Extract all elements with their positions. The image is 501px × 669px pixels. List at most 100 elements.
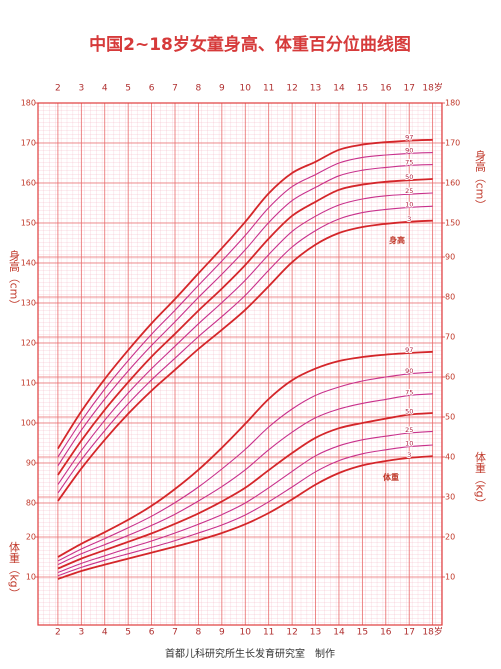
percentile-curve: [57, 164, 433, 467]
percentile-curve: [57, 219, 433, 502]
curve-label: 25: [405, 426, 413, 434]
percentile-curve: [57, 444, 433, 577]
percentile-curve: [57, 152, 433, 458]
y-tick-label: 110: [21, 379, 36, 388]
x-tick-label: 3: [78, 84, 84, 94]
y-tick-label: 20: [26, 533, 36, 542]
percentile-curve: [57, 455, 433, 580]
curve-label: 97: [405, 134, 413, 142]
x-tick-label: 18岁: [422, 626, 442, 638]
x-tick-label: 5: [125, 84, 131, 94]
percentile-curve: [57, 350, 433, 558]
x-tick-label: 12: [286, 628, 297, 638]
x-tick-label: 17: [403, 84, 414, 94]
y-tick-label: 80: [445, 293, 455, 302]
axis-label: 体重（kg）: [474, 450, 487, 509]
x-tick-label: 10: [240, 628, 252, 638]
curve-label: 90: [405, 367, 413, 375]
footer: 首都儿科研究所生长发育研究室 制作: [165, 647, 335, 660]
axis-label: 身高（cm）: [474, 148, 487, 210]
curve-label: 90: [405, 146, 413, 154]
y-tick-label: 140: [21, 259, 36, 268]
x-tick-label: 3: [78, 628, 84, 638]
curve-label: 75: [405, 388, 413, 396]
y-tick-label: 170: [21, 139, 36, 148]
y-tick-label: 50: [445, 413, 455, 422]
y-tick-label: 90: [445, 253, 455, 262]
x-tick-label: 13: [310, 628, 321, 638]
axis-label: 身高（cm）: [8, 248, 21, 310]
x-tick-label: 6: [149, 84, 155, 94]
y-tick-label: 40: [445, 453, 455, 462]
x-tick-label: 6: [149, 628, 155, 638]
x-tick-label: 9: [219, 628, 225, 638]
curve-label: 75: [405, 158, 413, 166]
x-tick-label: 18岁: [422, 82, 442, 94]
y-tick-label: 80: [26, 499, 36, 508]
x-tick-label: 2: [55, 84, 61, 94]
percentile-curve: [57, 138, 433, 450]
percentile-curve: [57, 430, 433, 574]
y-tick-label: 180: [445, 99, 460, 108]
chart-title: 中国2~18岁女童身高、体重百分位曲线图: [89, 34, 411, 55]
percentile-curve: [57, 412, 433, 570]
x-tick-label: 9: [219, 84, 225, 94]
y-tick-label: 120: [21, 339, 36, 348]
annotation: 体重: [383, 472, 399, 482]
x-tick-label: 4: [102, 84, 108, 94]
x-tick-label: 7: [172, 628, 178, 638]
annotation: 身高: [389, 235, 405, 245]
y-tick-label: 70: [445, 333, 455, 342]
curves: 3 10 25 50 75 90 97 3 10 25 50 75 90 97: [57, 133, 433, 580]
x-tick-label: 16: [380, 84, 392, 94]
percentile-curve: [57, 393, 433, 566]
y-tick-label: 160: [445, 179, 460, 188]
curve-label: 3: [407, 451, 411, 459]
x-tick-label: 12: [286, 84, 297, 94]
curve-label: 25: [405, 187, 413, 195]
percentile-curve: [57, 192, 433, 485]
x-tick-label: 17: [403, 628, 414, 638]
x-tick-label: 16: [380, 628, 392, 638]
y-tick-label: 160: [21, 179, 36, 188]
curve-label: 50: [405, 173, 413, 181]
x-tick-label: 14: [333, 84, 345, 94]
y-tick-label: 10: [445, 573, 455, 582]
curve-label: 10: [405, 200, 413, 208]
x-tick-label: 15: [357, 628, 368, 638]
y-tick-label: 170: [445, 139, 460, 148]
axis-label: 体重（kg）: [8, 540, 21, 599]
y-tick-label: 20: [445, 533, 455, 542]
percentile-curve: [57, 371, 433, 562]
plot-frame: [37, 102, 443, 626]
x-tick-label: 10: [240, 84, 252, 94]
x-tick-label: 11: [263, 84, 274, 94]
curve-label: 3: [407, 215, 411, 223]
y-tick-label: 30: [445, 493, 455, 502]
percentile-curve: [57, 178, 433, 476]
curve-label: 97: [405, 346, 413, 354]
y-tick-label: 180: [21, 99, 36, 108]
y-tick-label: 150: [445, 219, 460, 228]
x-tick-label: 2: [55, 628, 61, 638]
y-tick-label: 100: [21, 419, 36, 428]
y-tick-label: 90: [26, 459, 36, 468]
x-tick-label: 15: [357, 84, 368, 94]
y-tick-label: 130: [21, 299, 36, 308]
curve-label: 10: [405, 440, 413, 448]
x-tick-label: 14: [333, 628, 345, 638]
x-tick-label: 5: [125, 628, 131, 638]
curve-label: 50: [405, 408, 413, 416]
y-tick-label: 150: [21, 219, 36, 228]
x-tick-label: 13: [310, 84, 321, 94]
x-tick-label: 11: [263, 628, 274, 638]
x-tick-label: 4: [102, 628, 108, 638]
x-tick-label: 8: [196, 628, 202, 638]
x-tick-label: 7: [172, 84, 178, 94]
percentile-curve: [57, 205, 433, 494]
y-tick-label: 10: [26, 573, 36, 582]
grid: [38, 102, 442, 625]
x-tick-label: 8: [196, 84, 202, 94]
y-tick-label: 60: [445, 373, 455, 382]
